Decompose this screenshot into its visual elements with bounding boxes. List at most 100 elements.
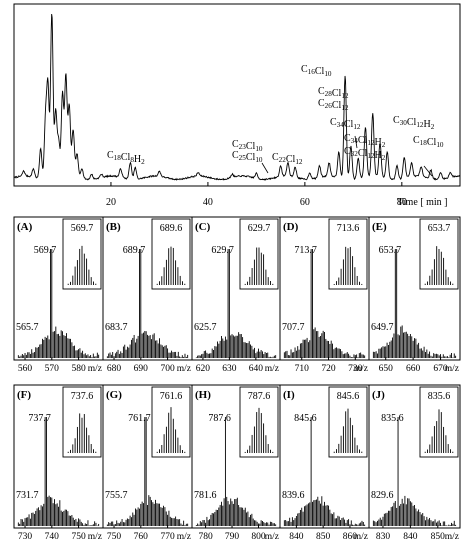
panel-label: (G) [106, 389, 122, 401]
mz-tick-label: 770 [160, 532, 175, 542]
mz-tick-label: 560 [18, 364, 33, 374]
panel-label: (A) [17, 221, 33, 233]
inset-peak-label: 569.7 [71, 223, 94, 234]
inset-peak-label: 787.6 [248, 391, 271, 402]
time-axis-label: Time [ min ] [397, 197, 447, 208]
annotation-arrow [423, 165, 433, 177]
main-peak-label: 713.7 [294, 245, 317, 256]
spectrum-panel: (B) 689.7 683.7 689.6 680 690 700 m/z [102, 216, 193, 374]
peak-annotation: C28Cl12 [318, 86, 349, 100]
panel-frame [368, 384, 461, 529]
mz-tick-label: 640 [249, 364, 264, 374]
mz-tick-label: 670 [433, 364, 448, 374]
main-peak-label: 737.7 [28, 413, 51, 424]
inset-peak-label: 713.6 [337, 223, 360, 234]
panel-label: (C) [195, 221, 211, 233]
mz-tick-label: 840 [403, 532, 418, 542]
low-peak-label: 829.6 [371, 490, 394, 501]
mz-tick-label: 620 [196, 364, 211, 374]
mz-unit-label: m/z [265, 364, 279, 374]
mz-tick-label: 800 [251, 532, 266, 542]
low-peak-label: 625.7 [194, 322, 217, 333]
spectrum-panel: (J) 835.6 829.6 835.6 830 840 850 m/z [368, 384, 461, 542]
main-peak-label: 845.6 [294, 413, 317, 424]
peak-annotation: C25Cl10 [232, 150, 263, 164]
inset-peak-label: 737.6 [71, 391, 94, 402]
mz-tick-label: 750 [71, 532, 86, 542]
low-peak-label: 683.7 [105, 322, 128, 333]
inset-peak-label: 761.6 [160, 391, 183, 402]
mz-tick-label: 860 [343, 532, 358, 542]
low-peak-label: 565.7 [16, 322, 39, 333]
main-peak-label: 835.6 [381, 413, 404, 424]
panel-label: (I) [283, 389, 295, 401]
mz-tick-label: 660 [406, 364, 421, 374]
mz-tick-label: 850 [431, 532, 446, 542]
main-peak-label: 569.7 [34, 245, 57, 256]
mz-tick-label: 650 [379, 364, 394, 374]
low-peak-label: 839.6 [282, 490, 305, 501]
low-peak-label: 755.7 [105, 490, 128, 501]
mz-tick-label: 790 [225, 532, 240, 542]
mz-tick-label: 740 [45, 532, 60, 542]
main-peak-label: 761.7 [128, 413, 151, 424]
mz-unit-label: m/z [177, 532, 191, 542]
main-peak-label: 653.7 [379, 245, 402, 256]
mz-tick-label: 700 [160, 364, 175, 374]
low-peak-label: 781.6 [194, 490, 217, 501]
time-tick-label: 40 [203, 197, 213, 208]
chromatogram-frame [13, 3, 461, 187]
low-peak-label: 707.7 [282, 322, 305, 333]
mz-unit-label: m/z [177, 364, 191, 374]
low-peak-label: 649.7 [371, 322, 394, 333]
mz-unit-label: m/z [445, 532, 459, 542]
mz-tick-label: 840 [289, 532, 304, 542]
mz-tick-label: 720 [321, 364, 336, 374]
spectrum-panel: (F) 737.7 731.7 737.6 730 740 750 m/z [13, 384, 104, 542]
mz-unit-label: m/z [88, 532, 102, 542]
mz-tick-label: 710 [295, 364, 310, 374]
mz-tick-label: 730 [18, 532, 33, 542]
main-peak-label: 787.6 [208, 413, 231, 424]
peak-annotation: C34Cl12 [330, 117, 361, 131]
annotation-arrow [354, 135, 358, 149]
mz-tick-label: 630 [222, 364, 237, 374]
mz-unit-label: m/z [265, 532, 279, 542]
spectrum-panel: (C) 629.7 625.7 629.7 620 630 640 m/z [191, 216, 281, 374]
mz-unit-label: m/z [354, 364, 368, 374]
mz-tick-label: 690 [134, 364, 149, 374]
spectrum-panel: (G) 761.7 755.7 761.6 750 760 770 m/z [102, 384, 193, 542]
spectrum-panel: (H) 787.6 781.6 787.6 780 790 800 m/z [191, 384, 281, 542]
mz-tick-label: 570 [45, 364, 60, 374]
spectrum-panel: (A) 569.7 565.7 569.7 560 570 580 m/z [13, 216, 104, 374]
inset-peak-label: 629.7 [248, 223, 271, 234]
peak-annotation: C32Cl12H2 [344, 146, 386, 162]
mz-tick-label: 750 [107, 532, 122, 542]
mz-tick-label: 580 [71, 364, 86, 374]
mz-tick-label: 730 [348, 364, 363, 374]
panel-label: (F) [17, 389, 31, 401]
inset-peak-label: 689.6 [160, 223, 183, 234]
inset-peak-label: 845.6 [337, 391, 360, 402]
panel-label: (J) [372, 389, 385, 401]
main-peak-label: 689.7 [123, 245, 146, 256]
time-tick-label: 60 [300, 197, 310, 208]
mz-unit-label: m/z [88, 364, 102, 374]
peak-annotation: C26Cl12 [318, 98, 349, 112]
peak-annotation: C30Cl12H2 [393, 115, 435, 131]
mz-unit-label: m/z [445, 364, 459, 374]
peak-annotation: C22Cl12 [272, 152, 303, 166]
main-peak-label: 629.7 [211, 245, 234, 256]
panel-label: (H) [195, 389, 211, 401]
mz-tick-label: 780 [198, 532, 213, 542]
mz-tick-label: 680 [107, 364, 122, 374]
peak-annotation: C16Cl10 [301, 64, 332, 78]
annotation-arrow [261, 162, 269, 174]
panel-frame [368, 216, 461, 361]
